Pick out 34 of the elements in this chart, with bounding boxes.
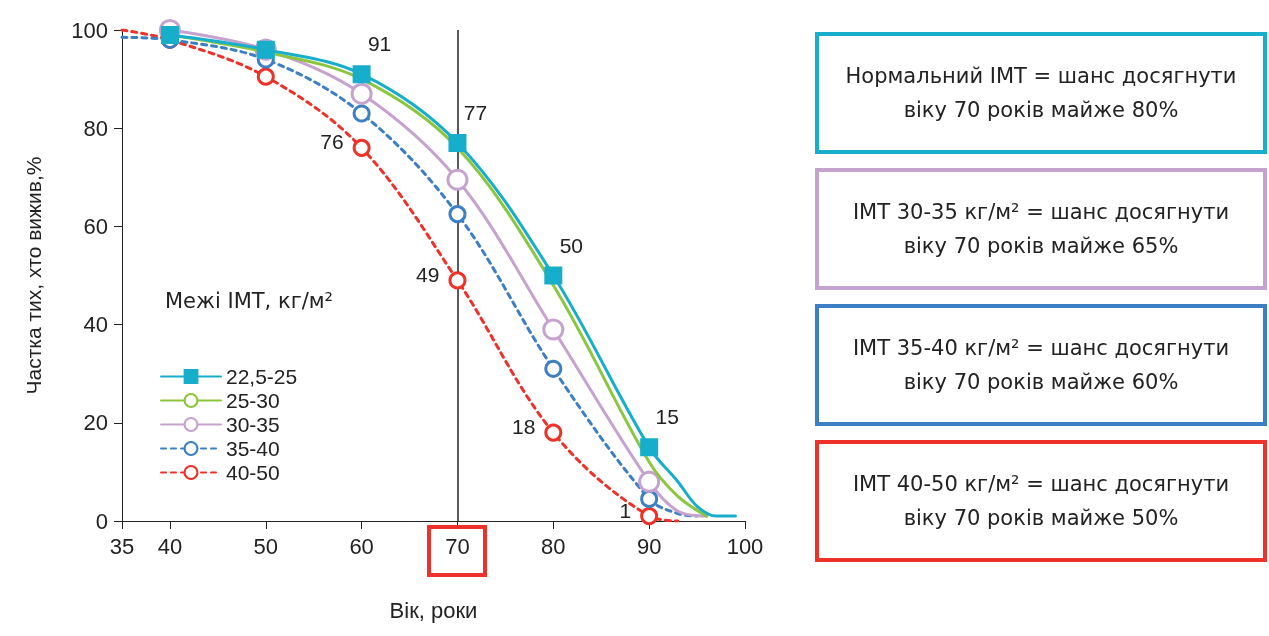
- legend-label: 30-35: [226, 413, 280, 436]
- data-label: 91: [367, 32, 392, 56]
- y-tick-label: 60: [83, 213, 108, 239]
- x-tick-label: 35: [109, 533, 135, 559]
- x-tick-label: 90: [636, 533, 662, 559]
- data-label: 77: [463, 100, 488, 124]
- x-tick-label: 40: [157, 533, 183, 559]
- data-label: 18: [511, 415, 536, 439]
- legend-title: Межі IMT, кг/м²: [165, 288, 334, 313]
- text: IMT 30-35 кг/м² = шанс досягнути віку 70 років майже 65%: [815, 168, 1267, 290]
- x-tick-label: 100: [726, 533, 764, 559]
- text: IMT 35-40 кг/м² = шанс досягнути віку 70 років майже 60%: [815, 304, 1267, 426]
- legend-label: 25-30: [226, 389, 280, 412]
- x-tick-label: 50: [253, 533, 279, 559]
- text: IMT 40-50 кг/м² = шанс досягнути віку 70 років майже 50%: [815, 440, 1267, 562]
- y-tick-label: 20: [83, 410, 108, 436]
- x-tick-label: 60: [349, 533, 374, 559]
- y-axis-title: Частка тих, хто вижив,%: [22, 156, 45, 395]
- y-tick-label: 0: [95, 508, 108, 534]
- y-tick-label: 80: [83, 115, 108, 141]
- data-label: 15: [655, 405, 679, 429]
- y-tick-label: 40: [83, 312, 108, 338]
- text: Нормальний IMT = шанс досягнути віку 70 років майже 80%: [815, 32, 1267, 154]
- x-tick-label: 70: [445, 533, 470, 559]
- data-label: 76: [320, 130, 344, 154]
- x-tick-label: 80: [541, 533, 566, 559]
- legend-label: 40-50: [226, 461, 280, 484]
- legend-label: 22,5-25: [226, 365, 298, 388]
- x-axis-title: Вік, роки: [389, 597, 478, 623]
- y-tick-label: 100: [71, 17, 108, 43]
- data-label: 50: [559, 233, 583, 257]
- data-label: 49: [416, 262, 440, 286]
- data-label: 1: [619, 498, 632, 522]
- legend-label: 35-40: [226, 437, 280, 460]
